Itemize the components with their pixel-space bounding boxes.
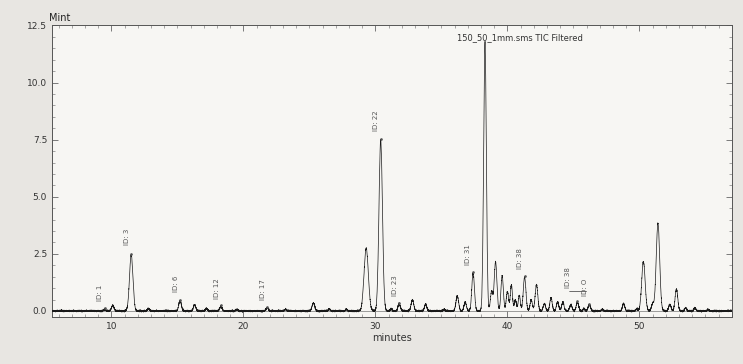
Text: 150_50_1mm.sms TIC Filtered: 150_50_1mm.sms TIC Filtered <box>456 33 583 42</box>
Text: ID: 38: ID: 38 <box>517 248 523 269</box>
Text: ID: 23: ID: 23 <box>392 276 398 296</box>
Text: ID: 12: ID: 12 <box>214 278 220 299</box>
Text: Mint: Mint <box>48 13 70 23</box>
X-axis label: minutes: minutes <box>372 333 412 343</box>
Text: ID: 3: ID: 3 <box>123 229 129 245</box>
Text: ID: 1: ID: 1 <box>97 285 103 301</box>
Text: ID: 6: ID: 6 <box>173 276 179 292</box>
Text: ID: O: ID: O <box>582 279 588 296</box>
Text: ID: 17: ID: 17 <box>260 280 266 300</box>
Text: ID: 22: ID: 22 <box>373 110 379 131</box>
Text: ID: 38: ID: 38 <box>565 267 571 288</box>
Text: ID: 31: ID: 31 <box>466 244 472 265</box>
